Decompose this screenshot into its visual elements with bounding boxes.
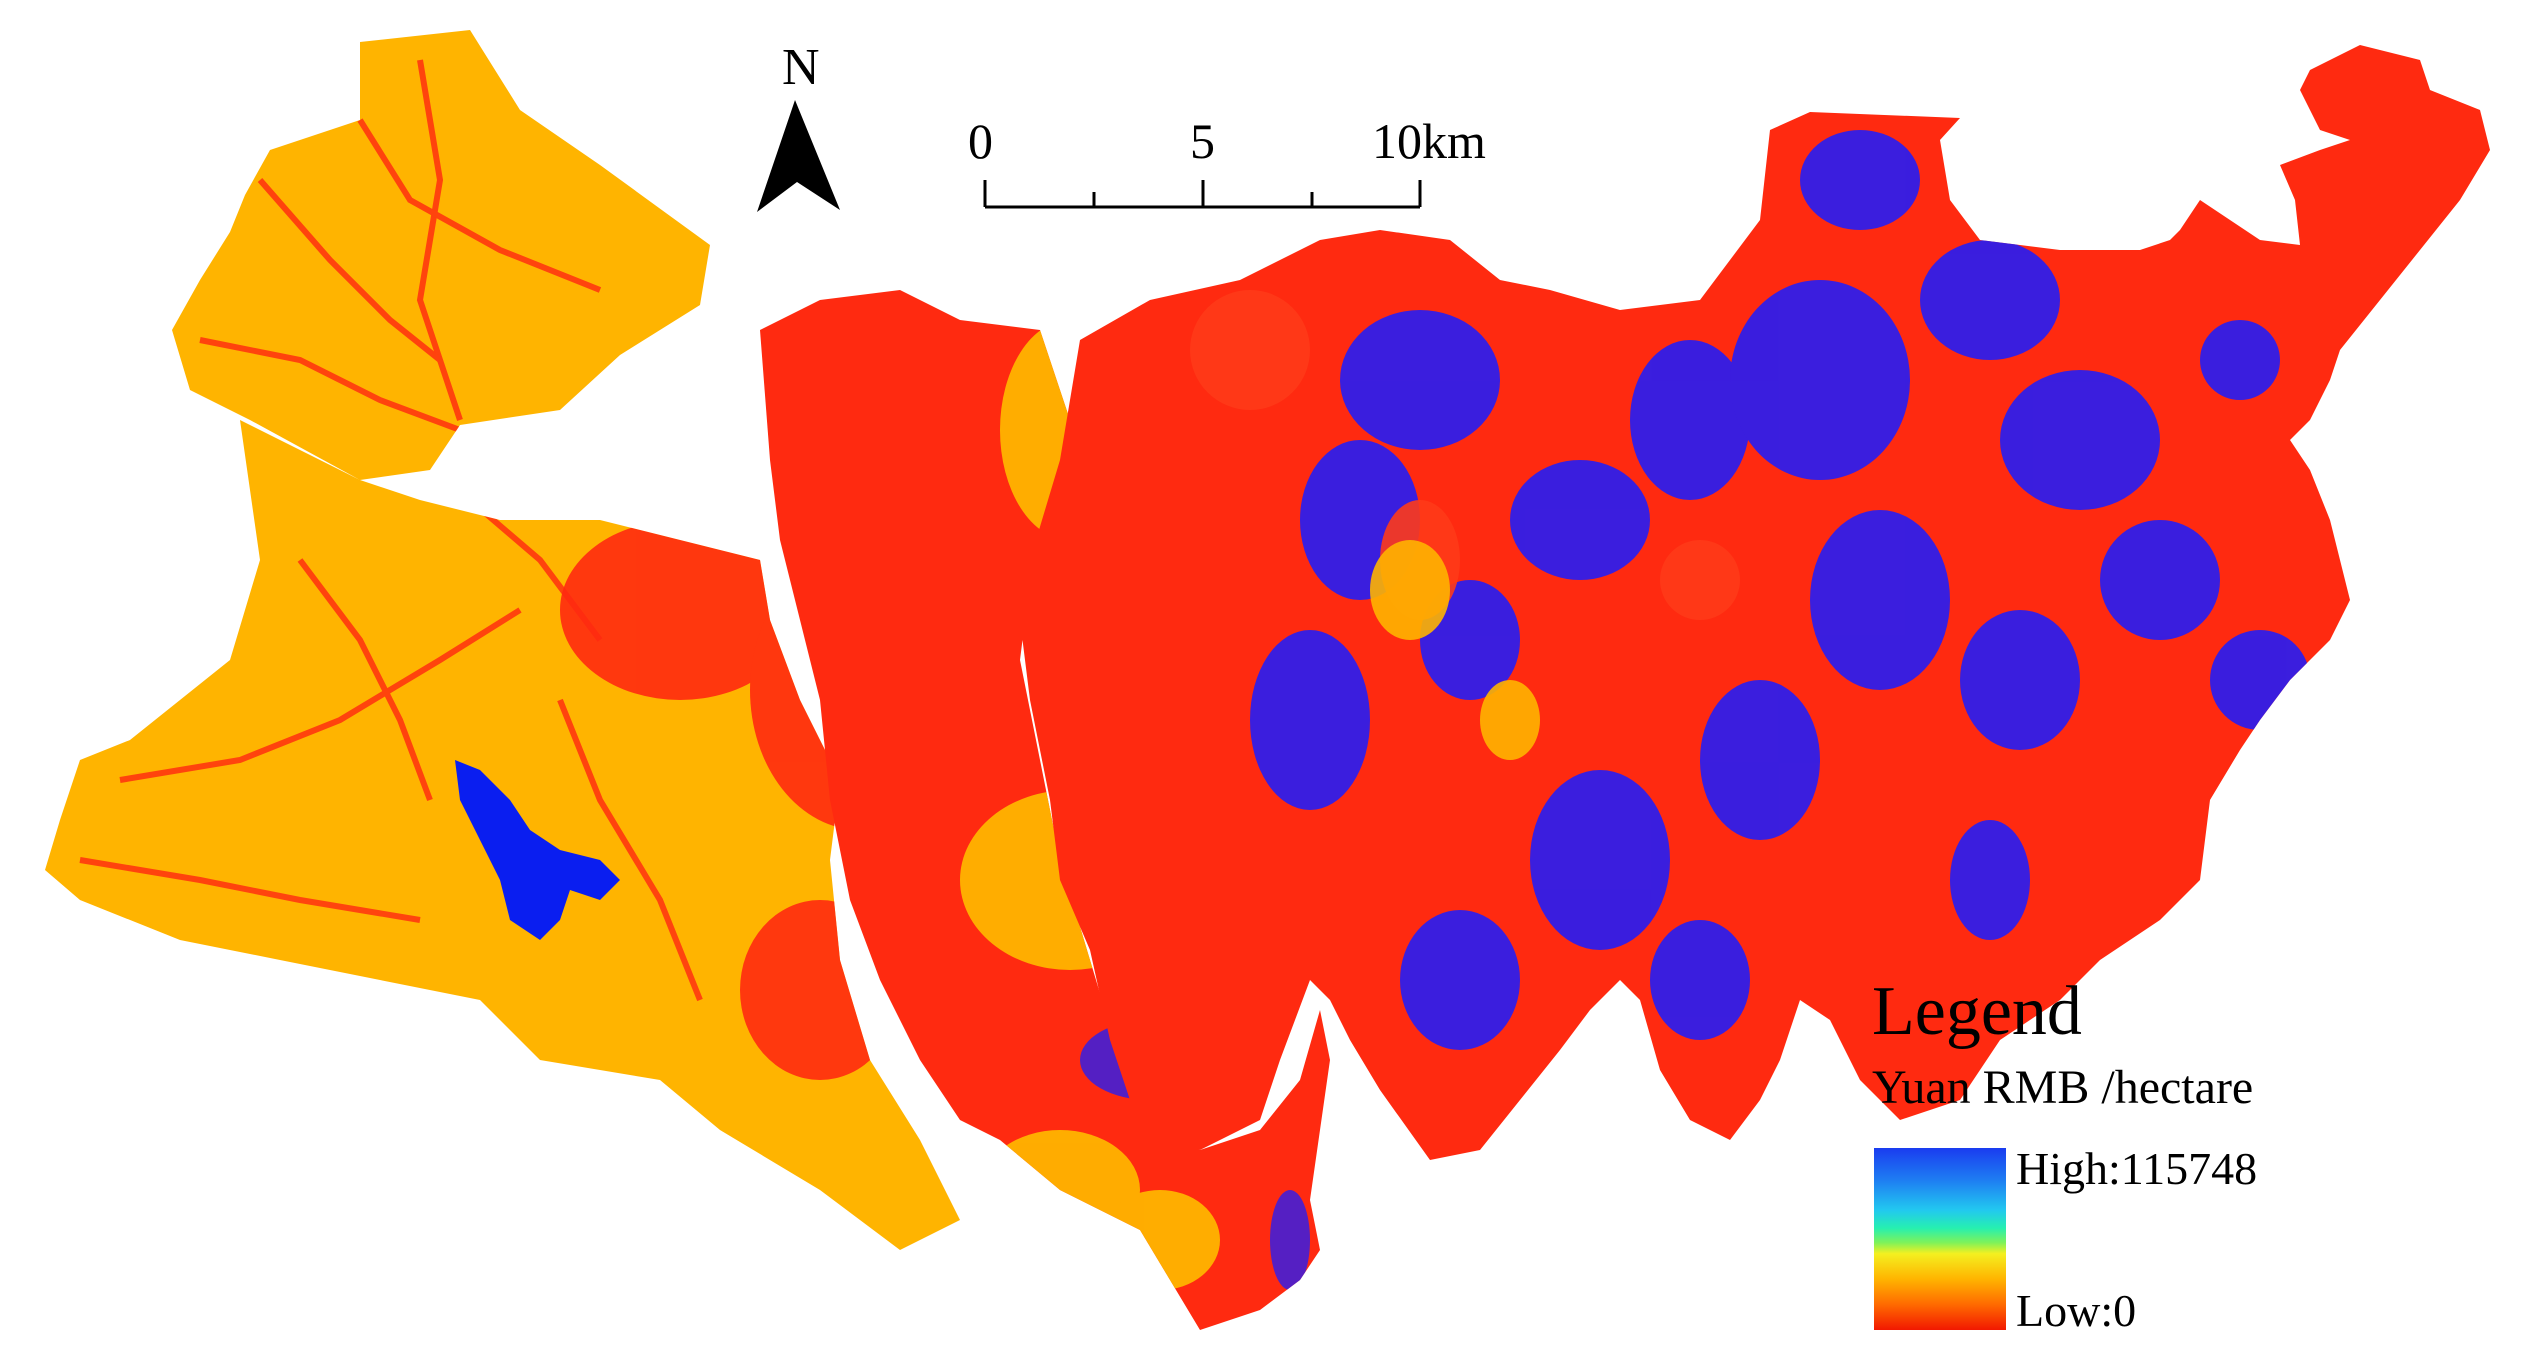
north-label: N <box>782 39 820 96</box>
scale-label-5: 5 <box>1190 113 1215 169</box>
scale-label-0: 0 <box>968 113 993 169</box>
legend-title: Legend <box>1872 973 2082 1050</box>
north-arrow-icon <box>757 100 840 212</box>
map-region-east <box>1020 45 2490 1160</box>
scale-bar <box>983 180 1422 209</box>
scale-label-10: 10km <box>1372 113 1486 169</box>
legend-color-ramp <box>1874 1148 2006 1330</box>
reservoir <box>455 760 620 940</box>
legend-low-label: Low:0 <box>2016 1285 2137 1336</box>
legend-unit: Yuan RMB /hectare <box>1872 1061 2254 1114</box>
legend-high-label: High:115748 <box>2016 1143 2258 1194</box>
